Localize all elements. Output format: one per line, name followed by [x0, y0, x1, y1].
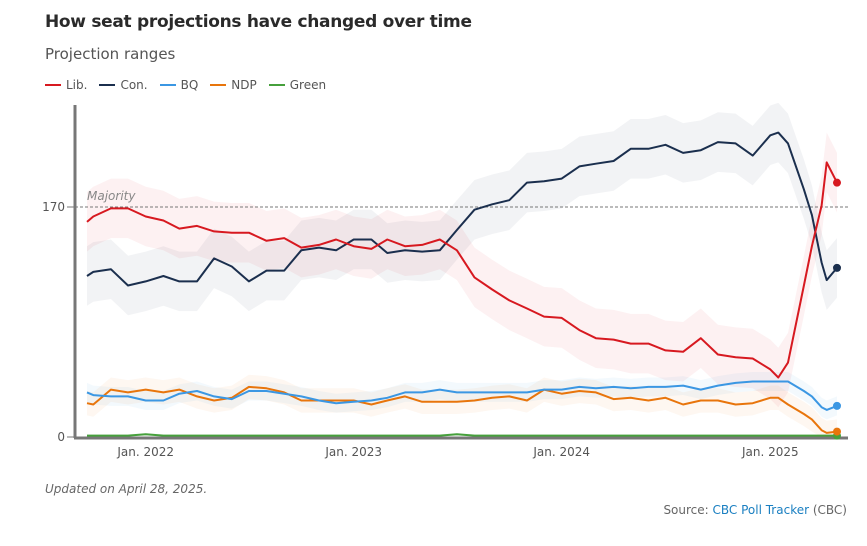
series-end-point-con — [833, 263, 841, 272]
series-line-green — [87, 433, 837, 437]
chart-title: How seat projections have changed over t… — [45, 12, 472, 32]
series-end-point-lib — [833, 178, 841, 187]
x-tick-label: Jan. 2025 — [741, 445, 799, 459]
chart-subtitle: Projection ranges — [45, 45, 176, 63]
series-line-bq — [86, 380, 838, 411]
range-band-lib — [87, 132, 837, 408]
legend-label: Con. — [120, 78, 148, 92]
source-link[interactable]: CBC Poll Tracker — [712, 503, 810, 517]
legend-item-ndp: NDP — [210, 78, 257, 92]
legend-item-con: Con. — [99, 78, 148, 92]
legend-label: NDP — [231, 78, 257, 92]
legend-label: Green — [289, 78, 327, 92]
series-line-con — [86, 131, 838, 287]
legend-swatch — [99, 84, 116, 86]
source-prefix: Source: — [663, 503, 713, 517]
series-end-point-bq — [833, 401, 841, 410]
legend-item-bq: BQ — [159, 78, 199, 92]
y-tick-label: 170 — [42, 200, 65, 214]
series-line-lib — [86, 161, 838, 379]
updated-note: Updated on April 28, 2025. — [45, 482, 208, 496]
series-end-point-ndp — [833, 427, 841, 436]
legend-swatch — [268, 84, 285, 86]
legend-label: Lib. — [66, 78, 88, 92]
series-line-ndp — [86, 385, 838, 434]
legend-item-green: Green — [268, 78, 327, 92]
source-credit: Source: CBC Poll Tracker (CBC) — [663, 503, 847, 517]
range-band-bq — [87, 372, 837, 420]
legend-swatch — [210, 84, 227, 86]
legend-item-lib: Lib. — [45, 78, 87, 92]
y-tick-label: 0 — [57, 430, 65, 444]
x-tick-label: Jan. 2023 — [324, 445, 382, 459]
x-tick-label: Jan. 2024 — [532, 445, 590, 459]
majority-label: Majority — [87, 189, 136, 203]
legend-swatch — [159, 84, 176, 86]
range-band-con — [87, 102, 837, 316]
x-tick-label: Jan. 2022 — [116, 445, 174, 459]
legend: Lib. Con. BQ NDP Green — [45, 78, 326, 92]
legend-label: BQ — [180, 78, 199, 92]
source-suffix: (CBC) — [809, 503, 847, 517]
legend-swatch — [45, 84, 61, 86]
